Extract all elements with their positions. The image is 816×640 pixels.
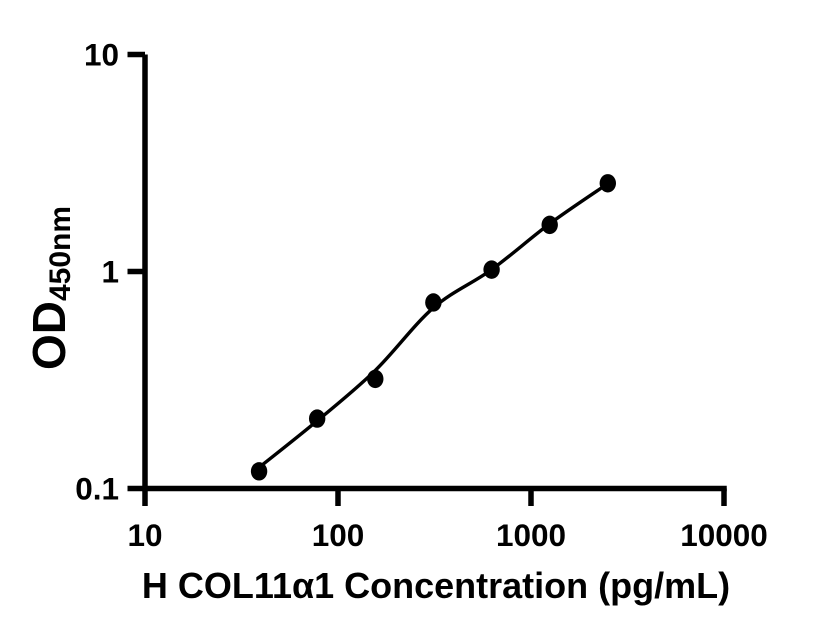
data-point: [483, 260, 500, 279]
data-point: [250, 462, 268, 481]
y-axis-title: OD450nm: [22, 206, 78, 370]
y-axis-title-main: OD: [23, 301, 75, 371]
x-axis-title: H COL11α1 Concentration (pg/mL): [141, 565, 731, 606]
x-tick-label: 10000: [680, 517, 768, 553]
axes-frame: [142, 54, 727, 492]
x-tick-label: 10: [127, 517, 162, 553]
x-tick-label: 100: [312, 517, 365, 553]
y-tick-label: 10: [84, 37, 119, 73]
data-point: [425, 293, 442, 312]
data-point: [308, 409, 326, 428]
data-point: [599, 174, 617, 193]
x-tick-label: 1000: [496, 517, 566, 553]
data-point: [367, 369, 384, 389]
y-tick-label: 0.1: [75, 471, 119, 507]
y-axis-title-subscript: 450nm: [44, 205, 77, 302]
data-point: [541, 215, 558, 235]
y-tick-label: 1: [101, 254, 119, 290]
